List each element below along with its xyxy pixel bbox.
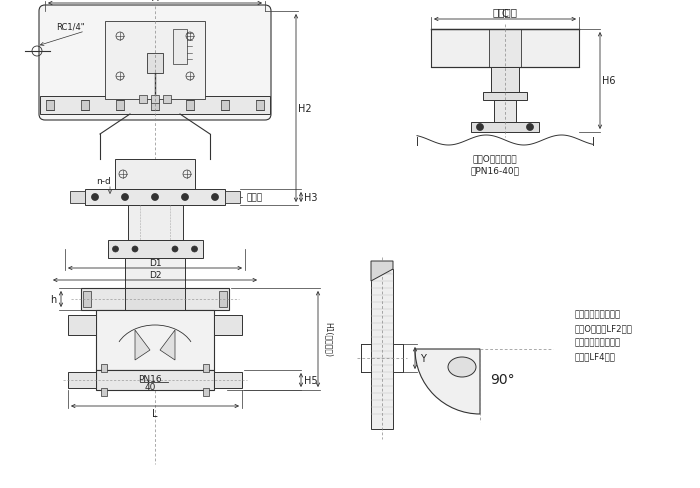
Text: L: L [153,408,158,418]
Bar [81,101,89,111]
Bar [491,68,519,93]
Text: h: h [50,294,56,305]
Bar [221,101,229,111]
Bar [96,310,214,370]
Text: H1(保溫長度): H1(保溫長度) [323,322,332,357]
Bar [147,54,163,74]
Bar [125,259,185,288]
Bar [256,101,264,111]
Text: H5: H5 [304,375,318,385]
Circle shape [181,194,188,201]
Text: 顶式手轮: 顶式手轮 [493,7,517,17]
Bar [151,96,159,104]
Text: C: C [502,9,508,19]
Circle shape [132,246,138,252]
Bar [70,192,85,203]
Polygon shape [371,262,393,282]
Bar [85,190,225,205]
Bar [105,22,205,100]
Polygon shape [135,330,150,360]
Text: 封，可根据用户配铝: 封，可根据用户配铝 [575,337,621,346]
Bar [431,30,579,68]
Circle shape [92,194,99,201]
Text: 扇圈（LF4）。: 扇圈（LF4）。 [575,351,616,360]
Bar [83,291,91,307]
FancyBboxPatch shape [39,6,271,121]
Circle shape [122,194,129,201]
Bar [219,291,227,307]
Text: D2: D2 [149,271,161,280]
Wedge shape [415,349,480,414]
Text: （PN16-40）: （PN16-40） [470,166,519,175]
Bar [494,101,516,123]
Bar [125,288,185,310]
Bar [127,205,183,241]
Text: H3: H3 [304,193,318,203]
Circle shape [151,194,158,201]
Bar [173,30,187,65]
Text: D1: D1 [148,259,161,268]
Bar [225,192,240,203]
Ellipse shape [448,357,476,377]
Circle shape [526,124,533,131]
Bar [214,372,242,388]
Text: A: A [152,0,158,3]
Text: H6: H6 [602,76,616,86]
Bar [101,388,107,396]
Text: RC1/4": RC1/4" [56,22,84,31]
Text: Y: Y [420,353,426,363]
Bar [81,288,229,310]
Bar [40,97,270,115]
Bar [214,315,242,335]
Bar [68,372,96,388]
Circle shape [477,124,484,131]
Bar [163,96,171,104]
Bar [139,96,147,104]
Circle shape [192,246,197,252]
Bar [471,123,539,133]
Bar [371,269,393,429]
Bar [151,101,159,111]
Text: 低温调节阀法兰采用: 低温调节阀法兰采用 [575,309,621,318]
Text: 连接板: 连接板 [247,193,263,202]
Bar [46,101,54,111]
Bar [96,370,214,390]
Bar [115,160,195,190]
Bar [68,315,96,335]
Text: n-d: n-d [96,177,111,186]
Bar [108,241,202,259]
Bar [483,93,527,101]
Bar [186,101,194,111]
Bar [203,364,209,372]
Circle shape [211,194,218,201]
Text: 40: 40 [144,382,155,391]
Text: 金属O形圈（LF2）密: 金属O形圈（LF2）密 [575,324,633,332]
Polygon shape [160,330,175,360]
Text: 金属O型圈槽尺寸: 金属O型圈槽尺寸 [473,154,517,163]
Bar [116,101,124,111]
Circle shape [113,246,118,252]
Circle shape [172,246,178,252]
Bar [203,388,209,396]
Bar [489,30,521,68]
Text: 90°: 90° [490,372,514,386]
Text: H2: H2 [298,104,312,114]
Text: PN16: PN16 [138,374,162,383]
Bar [101,364,107,372]
